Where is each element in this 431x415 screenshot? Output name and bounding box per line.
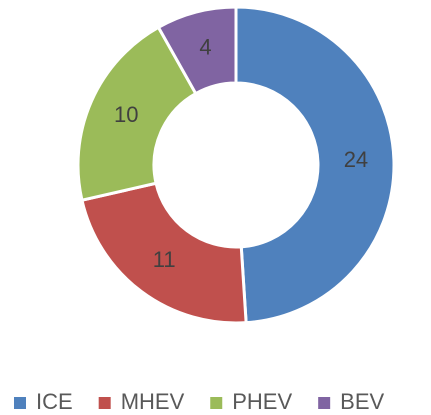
- donut-segment: [80, 181, 248, 325]
- legend-swatch: [98, 397, 111, 409]
- donut-segment: [234, 5, 396, 325]
- legend-swatch: [318, 397, 331, 409]
- legend-swatch: [210, 397, 223, 409]
- legend-label: ICE: [36, 389, 73, 414]
- legend-label: BEV: [340, 389, 384, 414]
- data-label: 24: [344, 147, 368, 172]
- legend-label: MHEV: [121, 389, 185, 414]
- legend-swatch: [14, 397, 26, 409]
- donut-segment: [76, 25, 198, 202]
- data-label: 10: [114, 102, 138, 127]
- legend-label: PHEV: [232, 389, 292, 414]
- donut-segment: [156, 5, 238, 96]
- data-label: 11: [153, 247, 176, 272]
- data-label: 4: [199, 35, 211, 60]
